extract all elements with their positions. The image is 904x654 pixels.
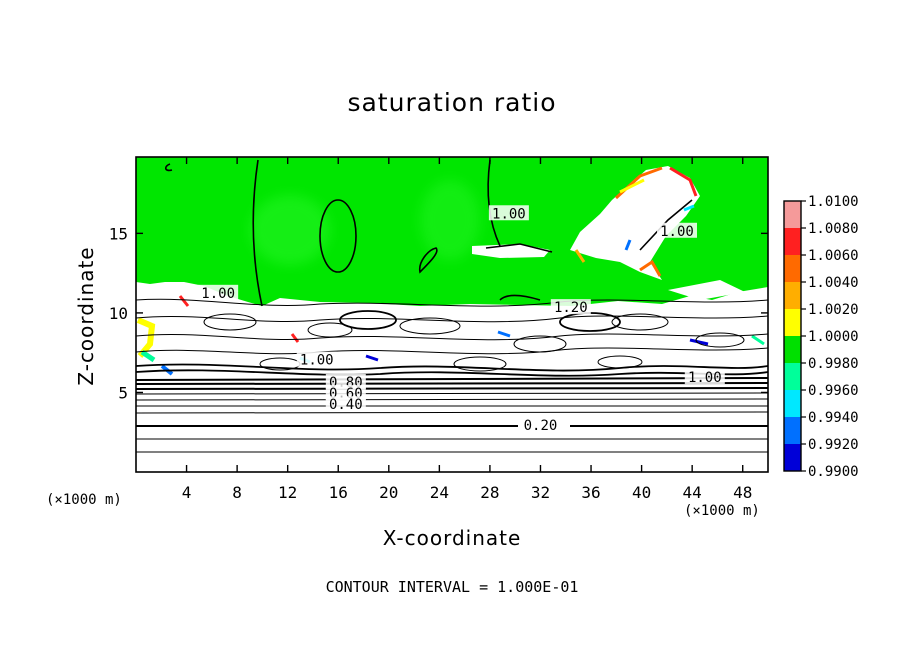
light-green-patch — [420, 180, 480, 260]
x-tick-label: 32 — [531, 483, 550, 502]
colorbar: 1.0100 1.0080 1.0060 1.0040 1.0020 1.0000 0.99… — [783, 194, 859, 480]
contour-label-bg — [684, 369, 725, 385]
colorbar-label: 1.0100 — [808, 194, 859, 210]
contour-label: 1.00 — [660, 224, 694, 240]
colorbar-swatch — [784, 282, 801, 310]
x-tick-label: 16 — [329, 483, 348, 502]
colorbar-swatch — [784, 417, 801, 445]
x-tick-label: 4 — [182, 483, 192, 502]
colorbar-label: 1.0040 — [808, 275, 859, 291]
colorbar-swatch — [784, 255, 801, 283]
x-units-left: (×1000 m) — [46, 492, 122, 508]
x-tick-label: 20 — [379, 483, 398, 502]
subsaturated-wedge — [570, 166, 700, 280]
contour-lines-middle — [135, 298, 769, 372]
contour-label: 1.00 — [688, 370, 722, 386]
x-tick-label: 28 — [480, 483, 499, 502]
subsaturated-patch — [668, 280, 745, 300]
y-tick-label: 10 — [109, 304, 128, 323]
colorbar-label: 1.0060 — [808, 248, 859, 264]
colorbar-swatch — [784, 336, 801, 364]
contour-interval-note: CONTOUR INTERVAL = 1.000E-01 — [325, 578, 579, 596]
contour-lines-upper — [164, 159, 693, 307]
colorbar-label: 1.0000 — [808, 329, 859, 345]
colorbar-swatch — [784, 444, 801, 472]
colorbar-swatch — [784, 363, 801, 391]
y-tick-label: 5 — [118, 383, 128, 402]
contour-labels: 1.001.001.001.201.001.000.800.600.400.20 — [198, 205, 725, 434]
contour-label: 1.00 — [492, 206, 526, 222]
colorbar-swatch — [784, 201, 801, 229]
x-axis-label: X-coordinate — [382, 526, 522, 550]
y-axis: 5 10 15 — [109, 224, 768, 402]
colorbar-label: 0.9960 — [808, 383, 859, 399]
contour-label: 0.40 — [329, 397, 363, 413]
x-tick-label: 48 — [733, 483, 752, 502]
contour-label-bg — [325, 396, 366, 412]
colorbar-label: 0.9980 — [808, 356, 859, 372]
x-tick-label: 24 — [430, 483, 449, 502]
contour-label-bg — [550, 299, 591, 315]
x-tick-label: 8 — [232, 483, 242, 502]
colorbar-label: 0.9940 — [808, 410, 859, 426]
contour-label: 1.20 — [554, 300, 588, 316]
colorbar-label: 0.9920 — [808, 437, 859, 453]
colorbar-swatch — [784, 309, 801, 337]
light-green-patch — [250, 195, 330, 265]
contour-label-bg — [296, 351, 337, 367]
colorbar-label: 0.9900 — [808, 464, 859, 480]
contour-label-bg — [488, 205, 529, 221]
chart-title: saturation ratio — [347, 88, 557, 117]
y-tick-label: 15 — [109, 224, 128, 243]
contour-label: 1.00 — [201, 286, 235, 302]
plot-frame — [135, 156, 769, 473]
y-axis-label: Z-coordinate — [74, 246, 98, 386]
contour-label-bg — [656, 222, 697, 238]
x-tick-label: 36 — [581, 483, 600, 502]
x-tick-label: 44 — [683, 483, 702, 502]
x-units-right: (×1000 m) — [684, 503, 760, 519]
colorbar-swatch — [784, 228, 801, 256]
x-tick-label: 40 — [632, 483, 651, 502]
colorbar-swatch — [784, 390, 801, 418]
contour-label: 1.00 — [300, 353, 334, 369]
contour-label-bg — [520, 416, 561, 432]
x-tick-label: 12 — [278, 483, 297, 502]
colorbar-label: 1.0020 — [808, 302, 859, 318]
colorbar-label: 1.0080 — [808, 221, 859, 237]
plot-area — [135, 156, 769, 473]
x-axis: 4 8 12 16 20 24 28 32 36 40 44 48 — [182, 157, 752, 502]
contour-label-bg — [198, 284, 239, 300]
contour-label: 0.20 — [524, 418, 558, 434]
contour-lines-lower — [135, 377, 769, 453]
